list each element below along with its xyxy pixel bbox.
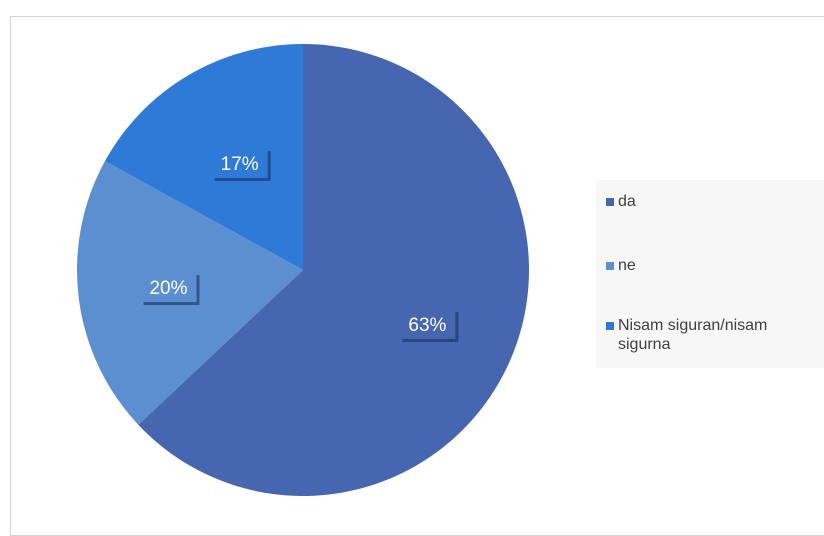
legend: da ne Nisam siguran/nisam sigurna <box>596 180 824 368</box>
data-label-box <box>399 308 456 339</box>
data-label-nisam-siguran: 17% <box>211 148 271 181</box>
legend-label-da: da <box>618 193 636 210</box>
legend-label-ne: ne <box>618 257 636 274</box>
legend-swatch-nisam-siguran <box>606 322 614 330</box>
legend-swatch-da <box>606 198 614 206</box>
data-label-da: 63% <box>399 308 459 342</box>
data-label-text: 17% <box>221 154 259 175</box>
data-label-ne: 20% <box>140 272 200 305</box>
legend-item-nisam-siguran: Nisam siguran/nisam sigurna <box>606 316 808 354</box>
data-label-text: 20% <box>149 278 187 299</box>
pie-slice-nisam-siguran <box>104 44 303 270</box>
pie-chart: 63% 20% 17% <box>76 44 529 496</box>
pie-slice-da <box>138 44 529 496</box>
data-label-box <box>140 272 197 302</box>
data-label-text: 63% <box>408 315 446 336</box>
legend-item-ne: ne <box>606 256 808 275</box>
legend-item-da: da <box>606 192 808 211</box>
data-label-box <box>211 148 268 178</box>
legend-label-nisam-siguran: Nisam siguran/nisam sigurna <box>618 317 768 353</box>
legend-swatch-ne <box>606 262 614 270</box>
